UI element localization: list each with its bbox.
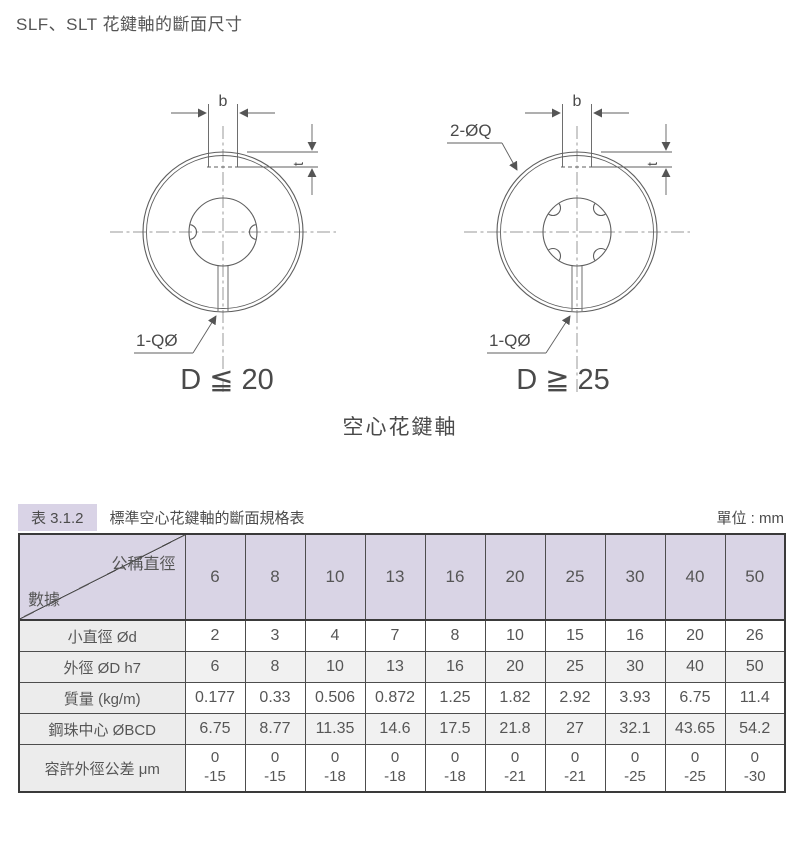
column-header: 13: [364, 533, 426, 621]
leader-1qo-label: 1-QØ: [136, 331, 178, 350]
ball-grooves: [544, 199, 610, 265]
leader-2oq-label: 2-ØQ: [450, 121, 492, 140]
caption-d-max-20: D ≦ 20: [180, 364, 274, 396]
table-cell: 0 -18: [304, 744, 366, 793]
table-row: 外徑 ØD h7 6 8 10 13 16 20 25 30 40 50: [18, 651, 786, 683]
table-cell: 0.872: [364, 682, 426, 714]
table-cell: 0 -21: [544, 744, 606, 793]
row-label: 鋼珠中心 ØBCD: [18, 713, 186, 745]
table-cell: 0 -25: [664, 744, 726, 793]
table-cell: 7: [364, 619, 426, 652]
table-cell: 0 -18: [364, 744, 426, 793]
table-cell: 0.177: [184, 682, 246, 714]
table-cell: 6.75: [184, 713, 246, 745]
diagram-shaft-large: b t 2-ØQ 1-QØ D ≧ 25: [447, 93, 690, 396]
table-cell: 3: [244, 619, 306, 652]
table-cell: 13: [364, 651, 426, 683]
column-header: 30: [604, 533, 666, 621]
table-cell: 21.8: [484, 713, 546, 745]
row-label: 外徑 ØD h7: [18, 651, 186, 683]
table-cell: 50: [724, 651, 786, 683]
table-cell: 54.2: [724, 713, 786, 745]
column-header: 10: [304, 533, 366, 621]
table-cell: 30: [604, 651, 666, 683]
table-cell: 25: [544, 651, 606, 683]
row-label: 容許外徑公差 μm: [18, 744, 186, 793]
table-cell: 11.35: [304, 713, 366, 745]
table-cell: 8.77: [244, 713, 306, 745]
table-cell: 0 -15: [244, 744, 306, 793]
table-cell: 10: [304, 651, 366, 683]
table-cell: 6: [184, 651, 246, 683]
diagram-shaft-small: b t 1-QØ D ≦ 20: [110, 93, 336, 396]
column-header: 6: [184, 533, 246, 621]
header-row: 公稱直徑 數據 6 8 10 13 16 20 25 30 40 50: [18, 533, 786, 621]
table-cell: 2: [184, 619, 246, 652]
spec-table: 公稱直徑 數據 6 8 10 13 16 20 25 30 40 50 小直徑 Ød 2 3 4 7 8 10…: [18, 533, 786, 793]
spline-shaft-cross-section-drawing: b t 1-QØ D ≦ 20: [110, 93, 690, 396]
row-label: 質量 (kg/m): [18, 682, 186, 714]
table-unit-label: 單位 : mm: [716, 510, 785, 527]
table-number-badge: 表 3.1.2: [18, 504, 97, 531]
dim-t-label: t: [290, 162, 306, 166]
table-cell: 11.4: [724, 682, 786, 714]
table-cell: 20: [664, 619, 726, 652]
table-cell: 17.5: [424, 713, 486, 745]
table-cell: 0 -30: [724, 744, 786, 793]
table-row: 鋼珠中心 ØBCD 6.75 8.77 11.35 14.6 17.5 21.8 27 32.1…: [18, 713, 786, 745]
dim-b-label: b: [219, 93, 228, 110]
table-row: 容許外徑公差 μm 0 -15 0 -15 0 -18 0 -18 0 -18 0 -21 0 -21 0 -2…: [18, 744, 786, 793]
caption-d-min-25: D ≧ 25: [516, 364, 610, 396]
table-cell: 1.25: [424, 682, 486, 714]
column-header: 50: [724, 533, 786, 621]
table-cell: 32.1: [604, 713, 666, 745]
table-cell: 1.82: [484, 682, 546, 714]
table-cell: 0 -21: [484, 744, 546, 793]
table-cell: 8: [244, 651, 306, 683]
table-cell: 8: [424, 619, 486, 652]
table-cell: 40: [664, 651, 726, 683]
corner-cell: 公稱直徑 數據: [18, 533, 186, 621]
table-cell: 0 -25: [604, 744, 666, 793]
column-header: 8: [244, 533, 306, 621]
table-cell: 10: [484, 619, 546, 652]
ball-grooves: [189, 223, 257, 241]
table-caption-row: 表 3.1.2 標準空心花鍵軸的斷面規格表 單位 : mm: [18, 504, 784, 531]
corner-label-rows: 數據: [28, 592, 61, 609]
leader-1qo-label: 1-QØ: [489, 331, 531, 350]
table-cell: 0 -18: [424, 744, 486, 793]
table-cell: 26: [724, 619, 786, 652]
column-header: 25: [544, 533, 606, 621]
page-title: SLF、SLT 花鍵軸的斷面尺寸: [16, 15, 243, 34]
table-cell: 14.6: [364, 713, 426, 745]
table-cell: 43.65: [664, 713, 726, 745]
table-cell: 0.33: [244, 682, 306, 714]
table-cell: 15: [544, 619, 606, 652]
column-header: 20: [484, 533, 546, 621]
table-cell: 20: [484, 651, 546, 683]
row-label: 小直徑 Ød: [18, 619, 186, 652]
table-cell: 4: [304, 619, 366, 652]
column-header: 40: [664, 533, 726, 621]
dim-t-label: t: [644, 162, 660, 166]
dim-b-label: b: [573, 93, 582, 110]
column-header: 16: [424, 533, 486, 621]
table-cell: 0.506: [304, 682, 366, 714]
table-row: 質量 (kg/m) 0.177 0.33 0.506 0.872 1.25 1.82 2.92…: [18, 682, 786, 714]
table-cell: 27: [544, 713, 606, 745]
table-cell: 6.75: [664, 682, 726, 714]
table-cell: 3.93: [604, 682, 666, 714]
table-cell: 16: [604, 619, 666, 652]
diagram-caption: 空心花鍵軸: [342, 416, 458, 439]
corner-label-columns: 公稱直徑: [111, 556, 176, 573]
table-row: 小直徑 Ød 2 3 4 7 8 10 15 16 20 26: [18, 619, 786, 652]
table-cell: 16: [424, 651, 486, 683]
table-cell: 2.92: [544, 682, 606, 714]
table-title: 標準空心花鍵軸的斷面規格表: [109, 510, 305, 527]
table-cell: 0 -15: [184, 744, 246, 793]
